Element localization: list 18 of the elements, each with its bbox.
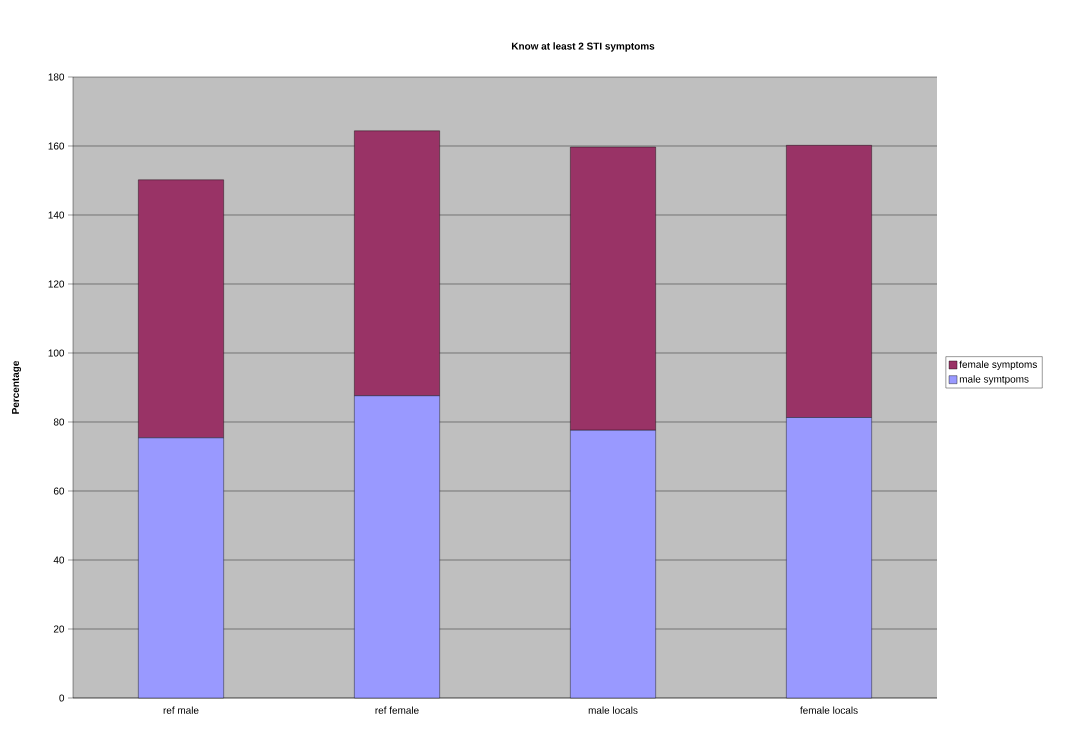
x-tick-label: ref male [163, 706, 199, 714]
x-tick-label: male locals [588, 706, 638, 714]
chart-title: Know at least 2 STI symptoms [511, 42, 655, 52]
y-tick-label: 80 [53, 418, 65, 426]
y-tick-label: 140 [48, 211, 65, 219]
y-tick-label: 40 [53, 556, 65, 564]
y-tick-label: 0 [59, 694, 65, 702]
y-axis-title: Percentage [12, 360, 22, 414]
y-tick-label: 100 [48, 349, 65, 357]
y-tick-label: 60 [53, 487, 65, 495]
x-tick-label: ref female [375, 706, 419, 714]
x-tick-label: female locals [800, 706, 858, 714]
legend-label: female symptoms [959, 360, 1037, 370]
y-tick-label: 120 [48, 280, 65, 288]
legend-label: male symtpoms [959, 375, 1029, 385]
y-tick-label: 20 [53, 625, 65, 633]
y-tick-label: 180 [48, 73, 65, 81]
y-tick-label: 160 [48, 142, 65, 150]
